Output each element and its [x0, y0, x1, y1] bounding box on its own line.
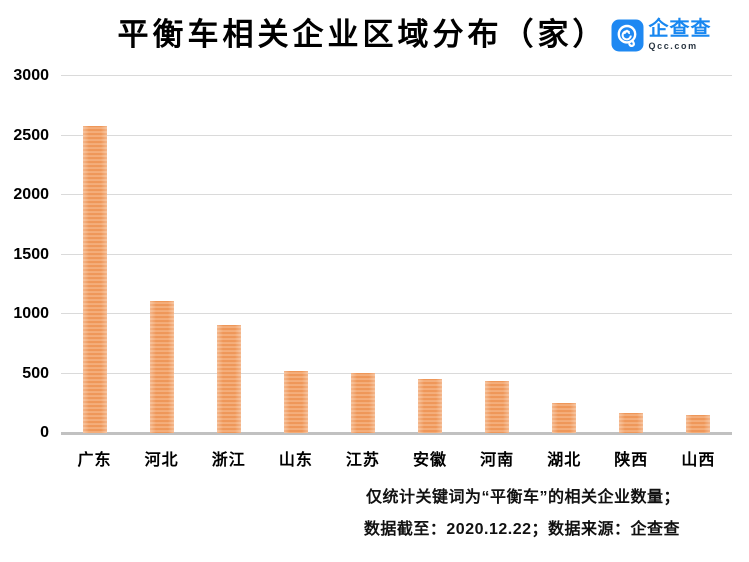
footnote-line-2: 数据截至：2020.12.22；数据来源：企查查	[363, 521, 680, 538]
x-axis-line	[61, 432, 732, 435]
x-axis-label-6: 河南	[480, 452, 515, 469]
x-axis: 广东 河北 浙江 山东 江苏 安徽 河南 湖北 陕西 山西	[61, 446, 732, 470]
bar-column-9	[665, 76, 732, 433]
bar-9	[686, 414, 711, 433]
footnote: 仅统计关键词为“平衡车”的相关企业数量； 数据截至：2020.12.22；数据来…	[364, 482, 680, 546]
bar-column-4	[329, 76, 396, 433]
bar-column-6	[464, 76, 531, 433]
y-axis-tick-label: 500	[22, 364, 49, 382]
chart-title: 平衡车相关企业区域分布（家）	[117, 17, 608, 52]
gridline-2500	[61, 134, 732, 136]
x-axis-label-8: 陕西	[614, 452, 649, 469]
gridline-500	[61, 372, 732, 374]
footnote-line-1: 仅统计关键词为“平衡车”的相关企业数量；	[365, 489, 680, 506]
y-axis-tick-label: 3000	[13, 67, 49, 84]
bar-8	[619, 412, 644, 433]
y-axis-tick-label: 2000	[13, 186, 49, 203]
bar-column-8	[598, 76, 665, 433]
plot-area	[61, 75, 732, 435]
y-axis-tick-label: 1000	[13, 305, 49, 322]
bar-column-0	[61, 76, 128, 433]
bar-column-1	[128, 76, 195, 433]
x-axis-label-5: 安徽	[413, 452, 448, 469]
x-axis-label-4: 江苏	[345, 452, 380, 469]
qcc-logo-domain: Qcc.com	[648, 41, 698, 51]
qcc-logo: 企查查 Qcc.com	[611, 19, 712, 52]
gridline-1500	[61, 253, 732, 255]
x-axis-label-7: 湖北	[547, 452, 582, 469]
x-axis-label-2: 浙江	[211, 452, 246, 469]
bar-5	[418, 378, 443, 433]
x-axis-label-3: 山东	[278, 452, 313, 469]
x-axis-label-1: 河北	[144, 452, 179, 469]
bar-column-7	[531, 76, 598, 433]
bar-1	[149, 300, 174, 433]
x-axis-label-9: 山西	[681, 452, 716, 469]
y-axis-tick-label: 2500	[13, 126, 49, 144]
bar-column-3	[262, 76, 329, 433]
y-axis-tick-label: 0	[40, 424, 49, 441]
x-axis-label-0: 广东	[77, 452, 112, 469]
bar-6	[485, 381, 510, 433]
y-axis-tick-label: 1500	[13, 245, 49, 263]
qcc-logo-text: 企查查 Qcc.com	[649, 19, 712, 51]
gridline-2000	[61, 194, 732, 195]
bar-3	[283, 371, 308, 433]
bar-0	[82, 125, 107, 433]
bar-column-2	[195, 76, 262, 433]
gridline-3000	[61, 75, 732, 76]
bar-2	[216, 324, 241, 433]
bars-container	[61, 76, 732, 433]
y-axis: 0 500 1000 1500 2000 2500 3000	[0, 67, 49, 441]
bar-7	[552, 403, 577, 433]
qcc-magnifier-icon	[611, 19, 643, 51]
bar-4	[350, 372, 375, 433]
bar-column-5	[396, 76, 463, 433]
chart-header: 平衡车相关企业区域分布（家） 企查查 Qcc.com	[0, 14, 749, 56]
gridline-1000	[61, 313, 732, 314]
qcc-logo-name: 企查查	[648, 18, 712, 40]
